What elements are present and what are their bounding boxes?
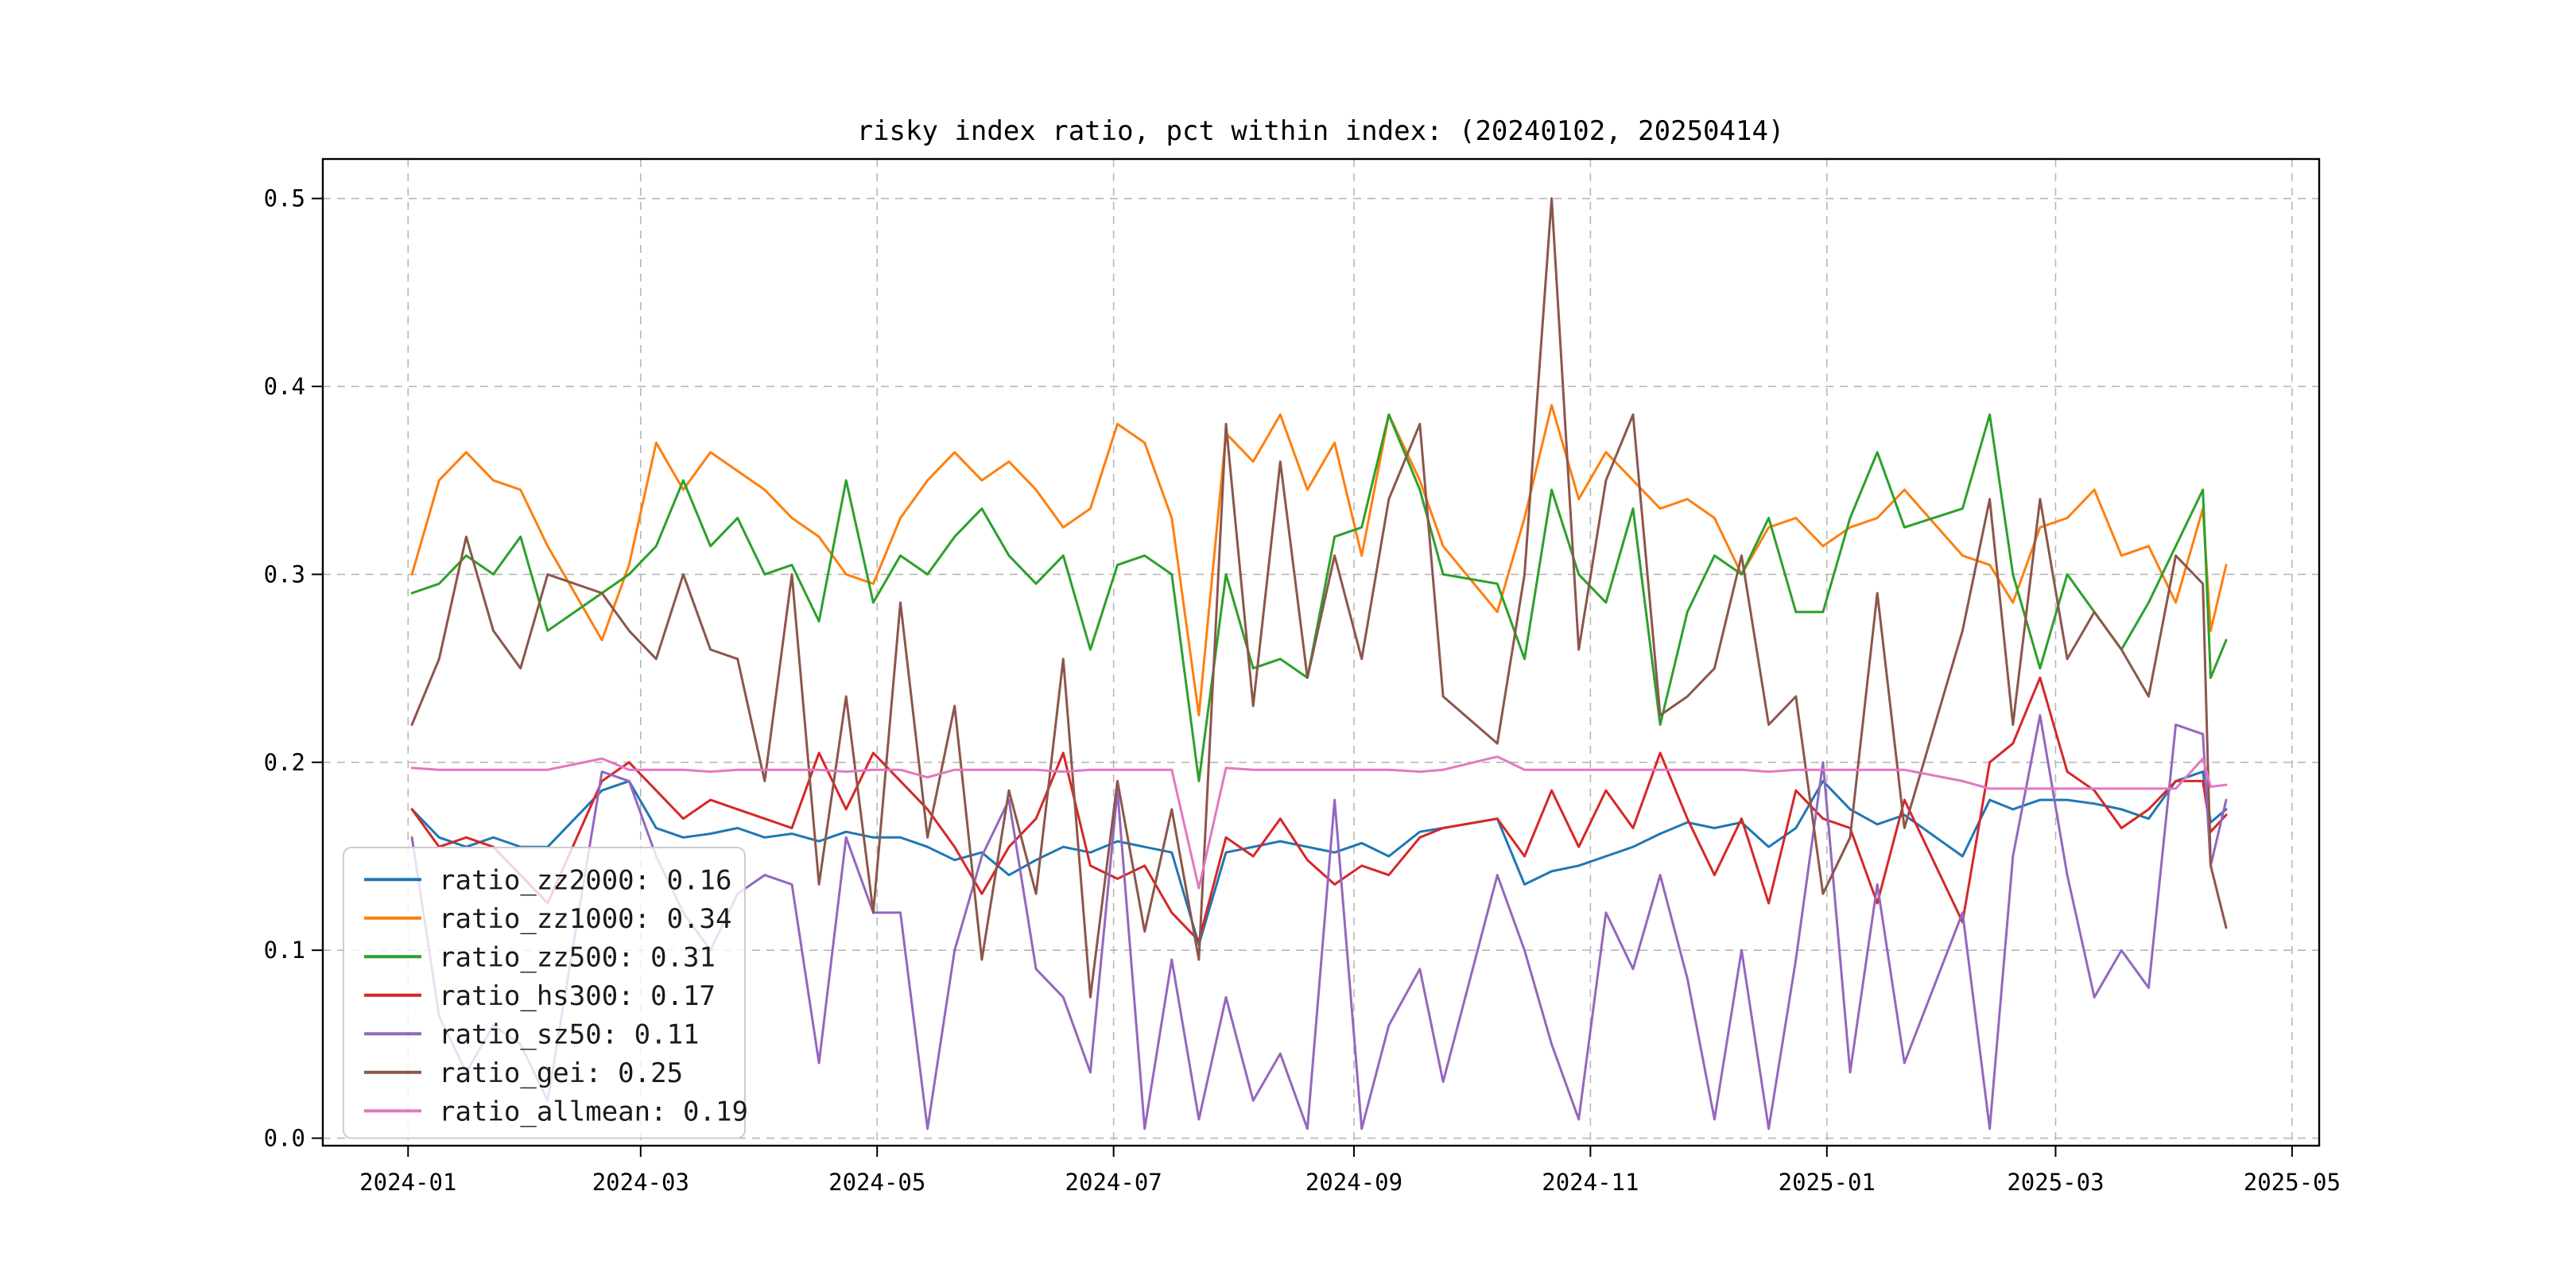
legend-item-ratio_sz50: ratio_sz50: 0.11 [364,1018,700,1050]
series-line-ratio_gei [410,197,2228,999]
legend-label-ratio_zz2000: ratio_zz2000: 0.16 [439,864,731,896]
legend-label-ratio_hs300: ratio_hs300: 0.17 [439,980,716,1012]
series-line-ratio_hs300 [410,676,2228,942]
xtick-label-2024-03: 2024-03 [592,1169,689,1196]
ytick-label-0.5: 0.5 [264,185,305,212]
xtick-label-2025-01: 2025-01 [1779,1169,1876,1196]
series-lines [410,197,2228,1131]
legend-label-ratio_allmean: ratio_allmean: 0.19 [439,1096,748,1127]
chart-title: risky index ratio, pct within index: (20… [857,115,1785,147]
series-line-ratio_zz500 [410,413,2228,782]
ytick-label-0.2: 0.2 [264,749,305,776]
xtick-label-2025-03: 2025-03 [2007,1169,2104,1196]
ytick-label-0.1: 0.1 [264,937,305,964]
gridlines [323,159,2319,1146]
legend-label-ratio_zz1000: ratio_zz1000: 0.34 [439,903,731,935]
legend-item-ratio_zz1000: ratio_zz1000: 0.34 [364,903,731,935]
legend-label-ratio_zz500: ratio_zz500: 0.31 [439,941,716,973]
ytick-label-0.4: 0.4 [264,373,305,400]
axes: 0.0 0.1 0.2 0.3 0.4 0.5 2024-01 2024-03 2024-05 2… [264,157,2341,1196]
plot-frame [321,157,2321,1147]
xtick-label-2024-07: 2024-07 [1065,1169,1162,1196]
legend-box [343,847,746,1139]
xtick-label-2024-01: 2024-01 [359,1169,456,1196]
ytick-label-0.3: 0.3 [264,561,305,588]
legend-item-ratio_hs300: ratio_hs300: 0.17 [364,980,716,1012]
series-line-ratio_allmean [410,755,2228,890]
xtick-label-2024-11: 2024-11 [1542,1169,1639,1196]
legend-label-ratio_sz50: ratio_sz50: 0.11 [439,1018,700,1050]
ytick-label-0.0: 0.0 [264,1125,305,1152]
legend-item-ratio_allmean: ratio_allmean: 0.19 [364,1096,748,1127]
xtick-label-2024-05: 2024-05 [828,1169,925,1196]
xtick-label-2024-09: 2024-09 [1305,1169,1402,1196]
series-line-ratio_zz1000 [410,404,2228,717]
xtick-label-2025-05: 2025-05 [2244,1169,2341,1196]
series-line-ratio_zz2000 [410,770,2228,946]
legend: ratio_zz2000: 0.16 ratio_zz1000: 0.34 rati… [343,847,748,1139]
legend-item-ratio_zz500: ratio_zz500: 0.31 [364,941,716,973]
legend-item-ratio_gei: ratio_gei: 0.25 [364,1057,683,1089]
legend-label-ratio_gei: ratio_gei: 0.25 [439,1057,683,1089]
legend-item-ratio_zz2000: ratio_zz2000: 0.16 [364,864,731,896]
